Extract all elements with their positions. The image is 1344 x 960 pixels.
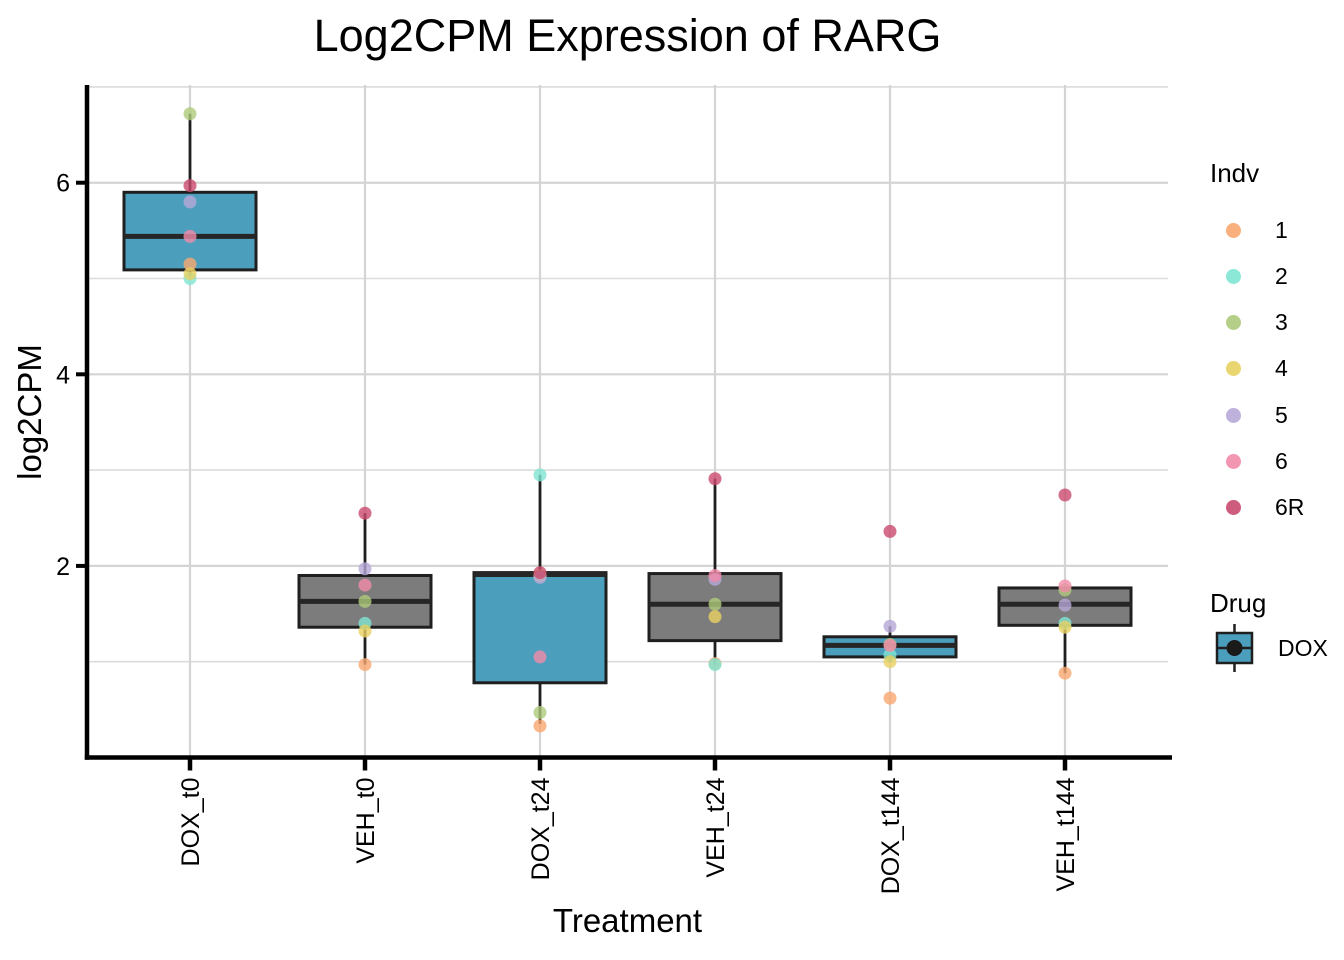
data-point-DOX_t24-indv2	[533, 468, 547, 482]
data-point-VEH_t24-indv4	[708, 610, 722, 624]
legend-item-indv-5: 5	[1220, 392, 1288, 438]
data-point-VEH_t0-indv6R	[358, 506, 372, 520]
data-point-VEH_t0-indv6	[358, 578, 372, 592]
legend-item-indv-6: 6	[1220, 439, 1288, 485]
data-point-DOX_t24-indv6R	[533, 566, 547, 580]
legend-dot-icon	[1226, 454, 1241, 469]
legend-dot-icon	[1226, 268, 1241, 284]
legend-item-label: 5	[1275, 401, 1288, 428]
y-axis-title: log2CPM	[11, 344, 48, 480]
data-point-DOX_t0-indv4	[183, 267, 197, 281]
data-point-VEH_t144-indv5	[1058, 598, 1072, 612]
data-point-VEH_t24-indv6R	[708, 472, 722, 486]
legend-item-label: 4	[1275, 355, 1288, 382]
data-point-VEH_t144-indv1	[1058, 666, 1072, 680]
legend-item-indv-6R: 6R	[1220, 485, 1304, 531]
y-tick-label: 2	[56, 553, 70, 581]
boxplot-box-DOX_t24	[472, 571, 608, 685]
legend-item-label: 2	[1275, 262, 1288, 289]
data-point-DOX_t0-indv5	[183, 195, 197, 209]
data-point-VEH_t144-indv6R	[1058, 488, 1072, 502]
data-point-VEH_t0-indv4	[358, 624, 372, 638]
data-point-DOX_t0-indv6R	[183, 179, 197, 193]
data-point-DOX_t0-indv1	[183, 257, 197, 271]
plot-title: Log2CPM Expression of RARG	[313, 10, 942, 61]
data-point-DOX_t144-indv6	[883, 638, 897, 652]
data-point-VEH_t0-indv1	[358, 658, 372, 672]
x-tick-label: VEH_t0	[352, 778, 380, 864]
data-point-DOX_t144-indv1	[883, 691, 897, 705]
x-tick-label: DOX_t0	[177, 778, 205, 867]
data-point-DOX_t0-indv3	[183, 107, 197, 121]
legend-item-label: 6	[1275, 448, 1288, 474]
x-tick-label: VEH_t24	[702, 777, 730, 877]
x-tick-label: DOX_t144	[877, 777, 905, 894]
legend-dot-icon	[1226, 222, 1241, 238]
legend-title-drug: Drug	[1210, 588, 1267, 618]
legend-item-indv-1: 1	[1220, 207, 1288, 253]
drug-key-point	[1226, 640, 1243, 656]
data-point-VEH_t144-indv4	[1058, 620, 1072, 634]
data-point-DOX_t24-indv3	[533, 705, 547, 719]
data-point-DOX_t144-indv4	[883, 655, 897, 669]
data-point-VEH_t144-indv6	[1058, 579, 1072, 593]
x-tick-label: DOX_t24	[527, 777, 555, 880]
legend-title-indv: Indv	[1210, 158, 1260, 188]
data-point-VEH_t24-indv6	[708, 568, 722, 582]
legend-item-indv-2: 2	[1220, 253, 1288, 299]
data-point-VEH_t24-indv3	[708, 597, 722, 611]
y-tick-label: 4	[56, 361, 70, 389]
x-tick-label: VEH_t144	[1052, 777, 1080, 891]
legend-item-label: 3	[1275, 309, 1288, 336]
data-point-DOX_t24-indv1	[533, 719, 547, 733]
drug-legend-label: DOX	[1278, 635, 1328, 661]
data-point-DOX_t144-indv6R	[883, 524, 897, 538]
data-point-VEH_t0-indv3	[358, 594, 372, 608]
legend-dot-icon	[1226, 407, 1241, 423]
legend-dot-icon	[1226, 361, 1241, 377]
x-axis-title: Treatment	[552, 902, 703, 939]
data-point-DOX_t0-indv6	[183, 229, 197, 243]
legend-item-label: 6R	[1275, 494, 1305, 521]
legend-item-indv-4: 4	[1220, 346, 1288, 392]
legend-item-indv-3: 3	[1220, 300, 1288, 346]
data-point-DOX_t24-indv6	[533, 650, 547, 664]
data-point-VEH_t24-indv2	[708, 658, 722, 672]
drug-legend-key	[1215, 624, 1254, 672]
legend-dot-icon	[1226, 500, 1241, 516]
y-tick-label: 6	[56, 170, 70, 198]
legend-item-label: 1	[1275, 216, 1288, 243]
legend-dot-icon	[1226, 315, 1241, 331]
data-point-DOX_t144-indv5	[883, 619, 897, 633]
data-point-VEH_t0-indv5	[358, 562, 372, 576]
